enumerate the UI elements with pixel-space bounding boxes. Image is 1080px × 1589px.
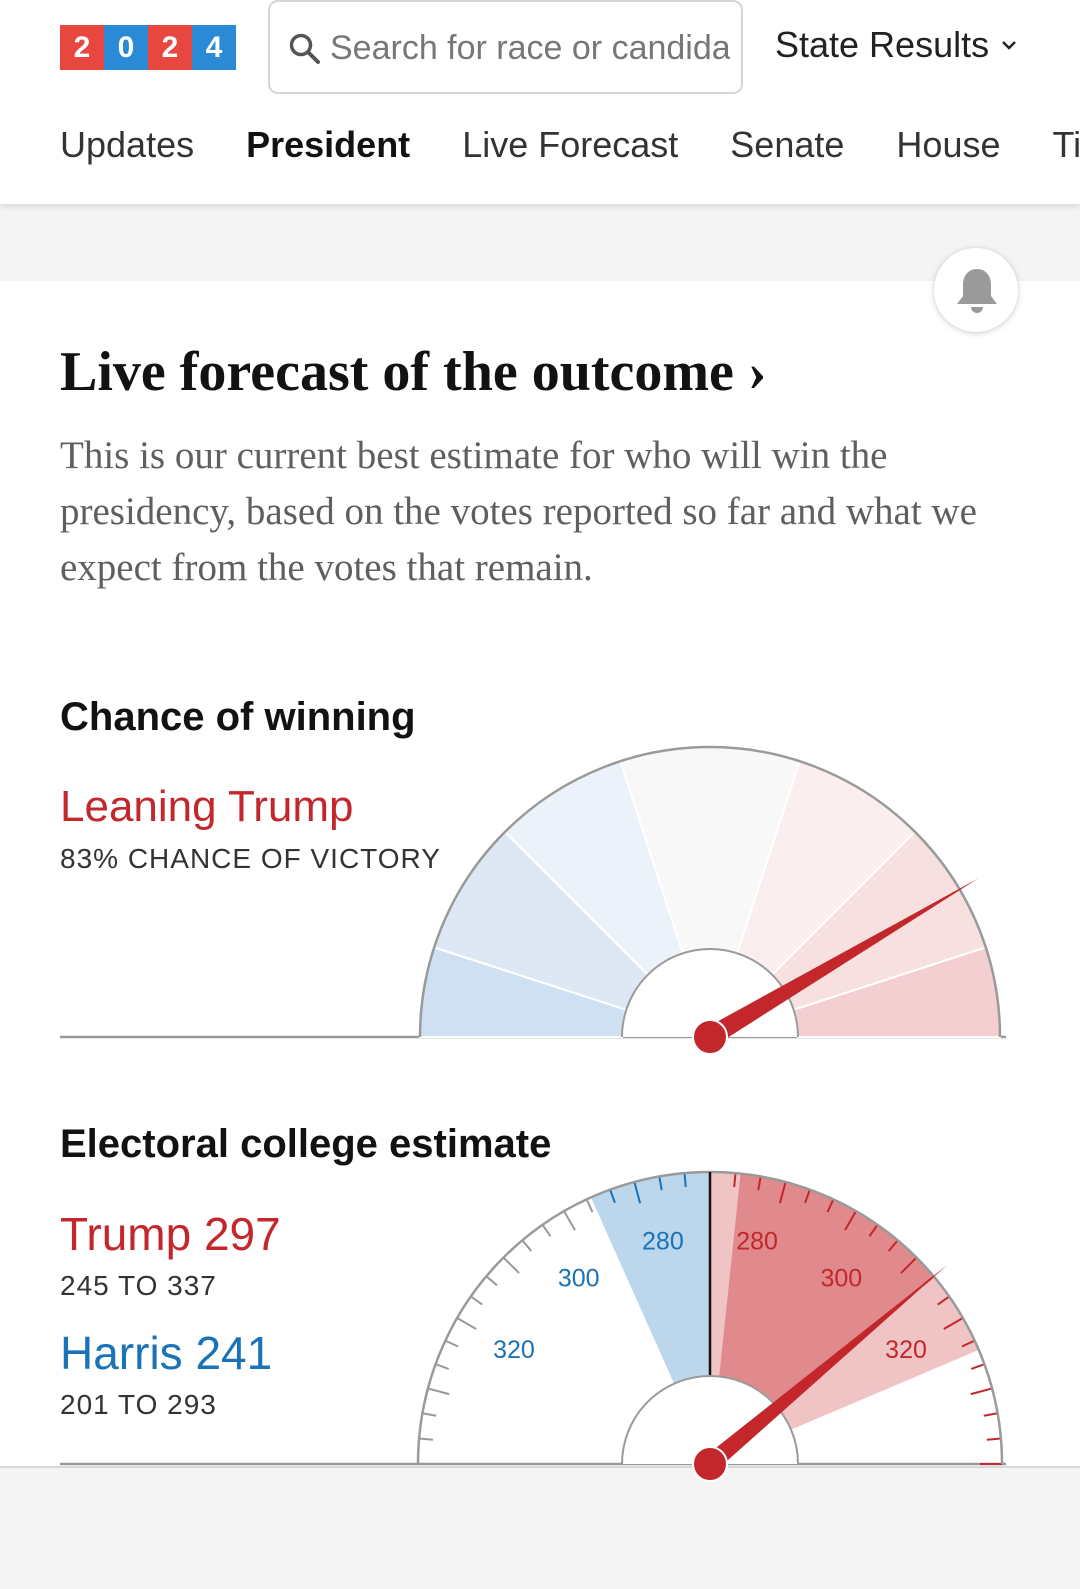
electoral-tick [541, 1224, 552, 1237]
electoral-section-title: Electoral college estimate [60, 1122, 552, 1166]
electoral-needle-pivot [692, 1446, 728, 1482]
forecast-headline-link[interactable]: Live forecast of the outcome › [60, 341, 767, 403]
nav-tab-senate[interactable]: Senate [730, 124, 845, 165]
electoral-tick [485, 1275, 498, 1287]
trump-range: 245 TO 337 [60, 1270, 217, 1301]
electoral-tick [868, 1224, 879, 1237]
electoral-tick [887, 1239, 899, 1252]
electoral-tick [986, 1437, 1001, 1441]
nav-tab-updates[interactable]: Updates [60, 124, 195, 165]
chance-outline [418, 745, 1002, 1038]
electoral-tick [633, 1181, 642, 1204]
bell-icon [957, 269, 997, 313]
search-icon [289, 33, 320, 64]
electoral-tick [456, 1317, 477, 1330]
election-2024-logo[interactable]: 2 0 2 4 [60, 25, 236, 70]
state-results-dropdown[interactable]: State Results [775, 24, 1017, 66]
electoral-tick [521, 1239, 533, 1252]
chance-status: Leaning Trump [60, 782, 354, 831]
electoral-hub [621, 1375, 799, 1465]
logo-digit: 2 [60, 25, 104, 70]
electoral-tick [778, 1181, 787, 1204]
electoral-scale-label: 300 [820, 1265, 862, 1293]
nav-tab-president[interactable]: President [246, 124, 411, 165]
section-nav: Updates President Live Forecast Senate H… [60, 124, 1080, 166]
electoral-tick [970, 1363, 985, 1370]
electoral-tick [444, 1339, 459, 1348]
electoral-tick [733, 1173, 737, 1188]
electoral-tick [970, 1387, 993, 1396]
logo-digit: 4 [192, 25, 236, 70]
forecast-description: This is our current best estimate for wh… [60, 434, 977, 589]
electoral-tick [427, 1387, 450, 1396]
search-box[interactable] [268, 0, 743, 94]
electoral-tick [419, 1437, 434, 1441]
electoral-needle [704, 1264, 948, 1471]
electoral-tick [502, 1256, 520, 1274]
chevron-down-icon [1002, 41, 1016, 50]
nav-tab-live-forecast[interactable]: Live Forecast [462, 124, 679, 165]
harris-estimate: Harris 241 [60, 1327, 273, 1379]
chance-subtitle: 83% CHANCE OF VICTORY [60, 843, 441, 874]
state-results-label: State Results [775, 24, 990, 65]
electoral-tick [943, 1317, 964, 1330]
search-input[interactable] [330, 24, 730, 72]
chance-needle [704, 878, 979, 1046]
electoral-tick [422, 1412, 437, 1417]
logo-digit: 2 [148, 25, 192, 70]
electoral-scale-label: 320 [885, 1336, 927, 1364]
harris-range-band [590, 1172, 710, 1384]
electoral-tick [826, 1198, 835, 1213]
electoral-scale-label: 280 [736, 1228, 778, 1256]
electoral-tick [609, 1189, 616, 1204]
trump-estimate: Trump 297 [60, 1208, 281, 1260]
harris-range: 201 TO 293 [60, 1389, 217, 1420]
chance-needle-pivot [692, 1019, 728, 1055]
trump-inner-band [719, 1173, 934, 1408]
electoral-tick [683, 1173, 687, 1188]
electoral-scale-label: 300 [558, 1265, 600, 1293]
nav-tab-house[interactable]: House [896, 124, 1001, 165]
electoral-scale-label: 280 [642, 1228, 684, 1256]
electoral-tick [658, 1176, 663, 1191]
electoral-tick [804, 1189, 811, 1204]
top-bar: 2 0 2 4 State Results Updates President … [0, 0, 1080, 204]
electoral-tick [435, 1363, 450, 1370]
electoral-tick [900, 1256, 918, 1274]
notification-bell-button[interactable] [934, 248, 1018, 332]
electoral-tick [585, 1198, 594, 1213]
electoral-tick [844, 1210, 857, 1231]
electoral-tick [961, 1339, 976, 1348]
electoral-tick [563, 1210, 576, 1231]
nav-tab-timeline[interactable]: Tim [1052, 124, 1080, 165]
electoral-tick [983, 1412, 998, 1417]
electoral-tick [757, 1176, 762, 1191]
electoral-scale-label: 320 [493, 1336, 535, 1364]
electoral-tick [470, 1295, 483, 1306]
logo-digit: 0 [104, 25, 148, 70]
chance-section-title: Chance of winning [60, 695, 416, 739]
electoral-tick [937, 1295, 950, 1306]
